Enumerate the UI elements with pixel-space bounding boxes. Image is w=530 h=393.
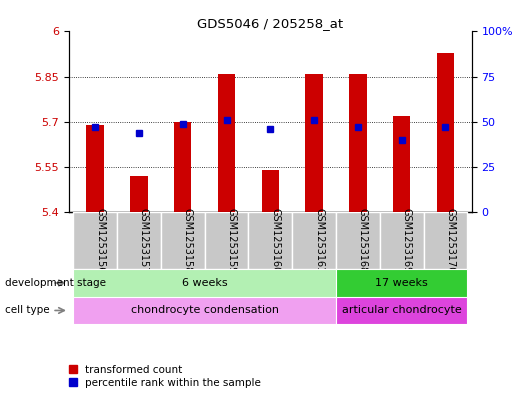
Bar — [86, 125, 104, 212]
FancyBboxPatch shape — [73, 297, 336, 324]
Bar — [305, 73, 323, 212]
FancyBboxPatch shape — [336, 297, 467, 324]
Text: GSM1253168: GSM1253168 — [358, 208, 368, 274]
Legend: transformed count, percentile rank within the sample: transformed count, percentile rank withi… — [69, 365, 261, 388]
FancyBboxPatch shape — [73, 212, 117, 269]
FancyBboxPatch shape — [292, 212, 336, 269]
Text: GSM1253158: GSM1253158 — [183, 208, 193, 274]
FancyBboxPatch shape — [73, 269, 336, 297]
FancyBboxPatch shape — [249, 212, 292, 269]
FancyBboxPatch shape — [380, 212, 423, 269]
Title: GDS5046 / 205258_at: GDS5046 / 205258_at — [197, 17, 343, 30]
FancyBboxPatch shape — [336, 269, 467, 297]
Bar — [393, 116, 410, 212]
Text: 6 weeks: 6 weeks — [182, 278, 227, 288]
Text: 17 weeks: 17 weeks — [375, 278, 428, 288]
Text: chondrocyte condensation: chondrocyte condensation — [130, 305, 279, 316]
FancyBboxPatch shape — [117, 212, 161, 269]
Text: GSM1253160: GSM1253160 — [270, 208, 280, 274]
Text: cell type: cell type — [5, 305, 50, 316]
Bar — [174, 122, 191, 212]
Text: GSM1253157: GSM1253157 — [139, 208, 149, 274]
Text: GSM1253156: GSM1253156 — [95, 208, 105, 274]
Text: GSM1253161: GSM1253161 — [314, 208, 324, 274]
FancyBboxPatch shape — [423, 212, 467, 269]
FancyBboxPatch shape — [336, 212, 380, 269]
Text: GSM1253170: GSM1253170 — [445, 208, 455, 274]
Text: GSM1253159: GSM1253159 — [226, 208, 236, 274]
Bar — [218, 73, 235, 212]
Bar — [261, 170, 279, 212]
Text: articular chondrocyte: articular chondrocyte — [342, 305, 462, 316]
Bar — [437, 53, 454, 212]
Text: development stage: development stage — [5, 278, 107, 288]
Text: GSM1253169: GSM1253169 — [402, 208, 412, 274]
Bar — [349, 73, 367, 212]
Bar — [130, 176, 148, 212]
FancyBboxPatch shape — [161, 212, 205, 269]
FancyBboxPatch shape — [205, 212, 249, 269]
